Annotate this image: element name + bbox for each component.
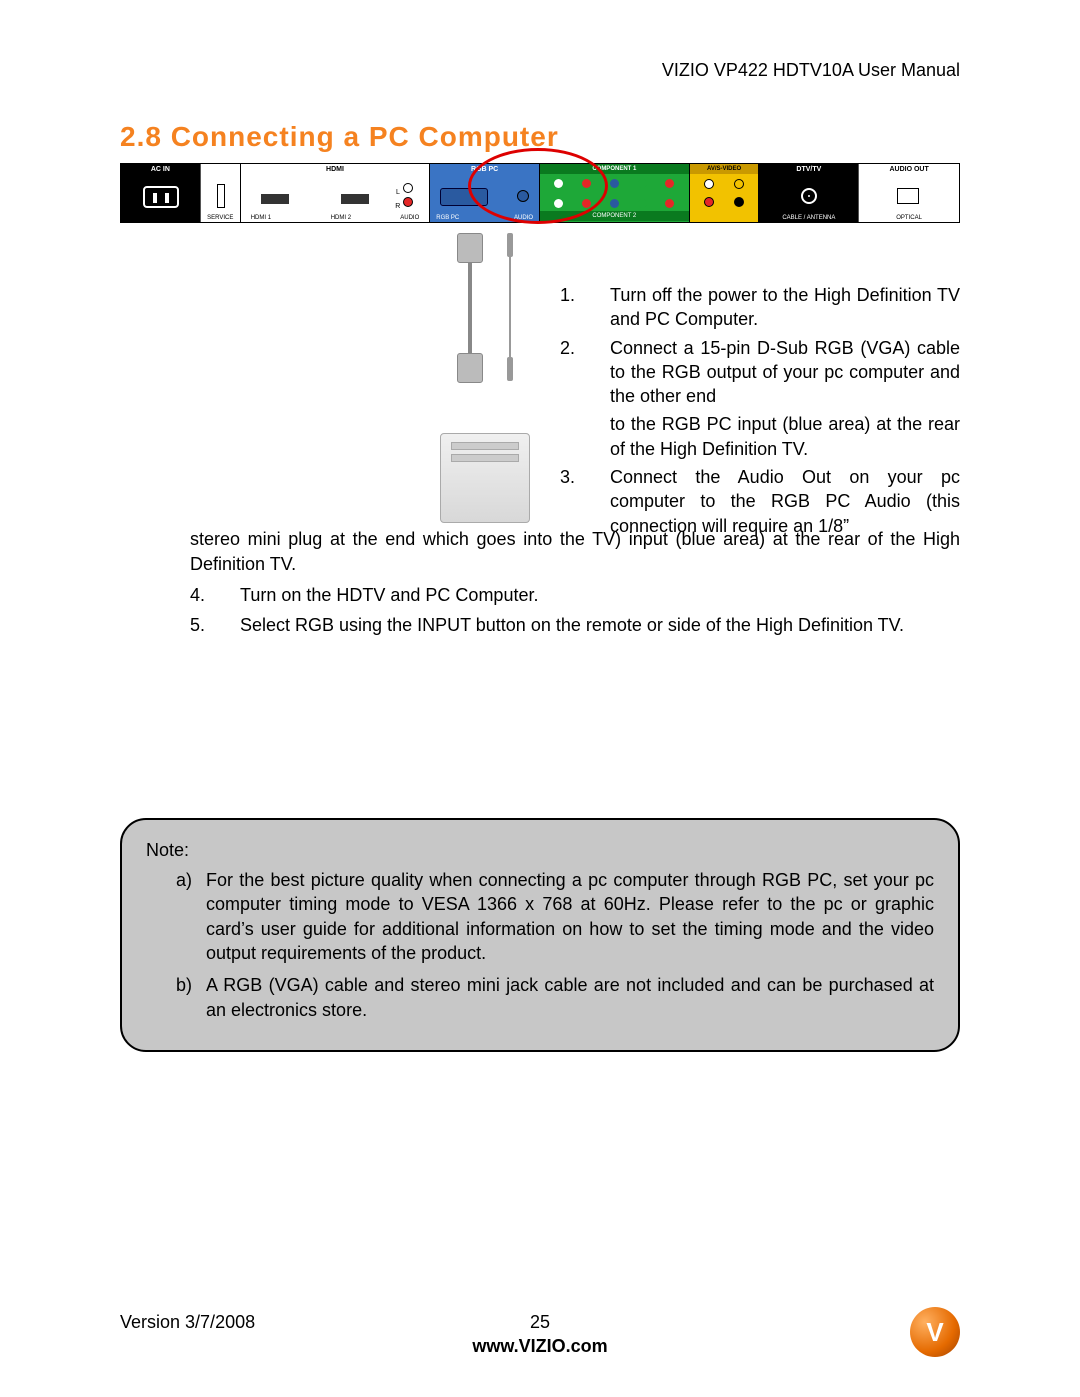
rca-icon: [610, 199, 619, 208]
rca-icon: [554, 179, 563, 188]
rca-icon: [704, 179, 714, 189]
rca-icon: [554, 199, 563, 208]
rca-icon: [638, 199, 647, 208]
step3-num: 3.: [560, 465, 610, 538]
note-box: Note: a) For the best picture quality wh…: [120, 818, 960, 1052]
note-a-letter: a): [146, 868, 206, 965]
panel-dtv: DTV/TV CABLE / ANTENNA: [759, 164, 859, 222]
coax-icon: [801, 188, 817, 204]
panel-component: COMPONENT 1 COMPONENT 2: [540, 164, 690, 222]
rca-icon: [582, 179, 591, 188]
service-slot-icon: [217, 184, 225, 208]
acin-plug-icon: [143, 186, 179, 208]
step2-num: 2.: [560, 336, 610, 409]
vga-cable-icon: [440, 233, 500, 433]
step2-text: Connect a 15-pin D-Sub RGB (VGA) cable t…: [610, 336, 960, 409]
footer-page: 25: [120, 1312, 960, 1333]
comp-row1: [545, 176, 684, 190]
hdmi-audio-lr: L R: [395, 182, 414, 210]
panel-audioout: AUDIO OUT OPTICAL: [859, 164, 959, 222]
vizio-logo-icon: V: [910, 1307, 960, 1357]
note-a-text: For the best picture quality when connec…: [206, 868, 934, 965]
panel-service: SERVICE: [201, 164, 241, 222]
rca-icon: [582, 199, 591, 208]
audout-label: AUDIO OUT: [859, 166, 959, 173]
pc-tower-icon: [440, 433, 530, 523]
tv-back-panel: AC IN SERVICE HDMI L R HDMI 1 HDMI 2 AUD…: [120, 163, 960, 223]
panel-avs: AV/S-VIDEO: [690, 164, 760, 222]
dtv-sub: CABLE / ANTENNA: [759, 215, 858, 221]
step5-text: Select RGB using the INPUT button on the…: [240, 613, 960, 638]
rca-white-icon: [403, 183, 413, 193]
step4-text: Turn on the HDTV and PC Computer.: [240, 583, 960, 608]
comp-row2: [545, 196, 684, 210]
dtv-label: DTV/TV: [759, 166, 858, 173]
step1-num: 1.: [560, 283, 610, 332]
rca-icon: [704, 197, 714, 207]
rca-icon: [734, 179, 744, 189]
panel-acin: AC IN: [121, 164, 201, 222]
note-b-letter: b): [146, 973, 206, 1022]
step4-num: 4.: [190, 583, 240, 608]
acin-label: AC IN: [121, 166, 200, 173]
rca-icon: [665, 179, 674, 188]
comp1-label: COMPONENT 1: [540, 164, 689, 174]
hdmi1-port-icon: [261, 194, 289, 204]
comp2-label: COMPONENT 2: [540, 211, 689, 221]
audout-sub: OPTICAL: [859, 215, 959, 221]
svideo-icon: [734, 197, 744, 207]
rgbpc-label: RGB PC: [430, 166, 539, 173]
avs-row1: [694, 178, 755, 190]
step3-text: Connect the Audio Out on your pc compute…: [610, 465, 960, 538]
rca-icon: [665, 199, 674, 208]
audio-cable-icon: [500, 233, 520, 433]
rca-red-icon: [403, 197, 413, 207]
avs-row2: [694, 196, 755, 208]
connection-illustration: 1.Turn off the power to the High Definit…: [120, 223, 960, 523]
hdmi-label: HDMI: [241, 166, 430, 173]
footer-url: www.VIZIO.com: [120, 1336, 960, 1357]
hdmi-r: R: [395, 203, 400, 210]
manual-title: VIZIO VP422 HDTV10A User Manual: [120, 60, 960, 81]
rgbpc-audio-icon: [517, 190, 529, 202]
optical-icon: [897, 188, 919, 204]
panel-rgbpc: RGB PC RGB PC AUDIO: [430, 164, 540, 222]
rca-icon: [610, 179, 619, 188]
vga-port-icon: [440, 188, 488, 206]
rgbpc-aud-sub: AUDIO: [430, 215, 533, 221]
hdmi2-port-icon: [341, 194, 369, 204]
hdmi-audio-sub: AUDIO: [241, 215, 420, 221]
steps-right-block: 1.Turn off the power to the High Definit…: [560, 283, 960, 542]
note-b-text: A RGB (VGA) cable and stereo mini jack c…: [206, 973, 934, 1022]
panel-hdmi: HDMI L R HDMI 1 HDMI 2 AUDIO: [241, 164, 431, 222]
step5-num: 5.: [190, 613, 240, 638]
section-title: 2.8 Connecting a PC Computer: [120, 121, 960, 153]
service-label: SERVICE: [201, 215, 240, 221]
steps-below-block: stereo mini plug at the end which goes i…: [120, 527, 960, 638]
avs-label: AV/S-VIDEO: [690, 164, 759, 174]
note-label: Note:: [146, 838, 934, 862]
step2b-text: to the RGB PC input (blue area) at the r…: [610, 412, 960, 461]
rca-icon: [638, 179, 647, 188]
hdmi-l: L: [396, 189, 400, 196]
step1-text: Turn off the power to the High Definitio…: [610, 283, 960, 332]
